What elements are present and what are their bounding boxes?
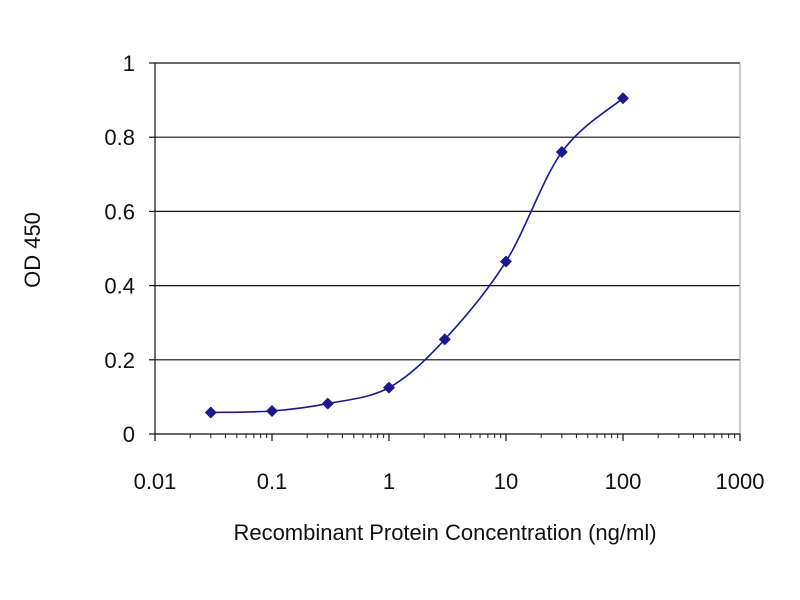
- x-tick-label: 0.1: [257, 469, 288, 494]
- x-axis-title: Recombinant Protein Concentration (ng/ml…: [233, 520, 656, 545]
- x-tick-label: 1: [383, 469, 395, 494]
- y-axis-title: OD 450: [20, 212, 45, 288]
- series-line: [210, 97, 624, 414]
- y-tick-label: 0: [123, 422, 135, 447]
- data-point: [438, 333, 451, 346]
- tick-labels: 0 0.2 0.4 0.6 0.8 1 0.01 0.1 1 10 100 1000: [104, 51, 764, 494]
- x-tick-label: 1000: [716, 469, 765, 494]
- data-point: [383, 381, 395, 394]
- data-point: [500, 255, 512, 268]
- x-tick-label: 100: [605, 469, 642, 494]
- data-point: [321, 397, 334, 410]
- data-point: [555, 146, 568, 159]
- series-group: [204, 92, 629, 419]
- x-tick-label: 10: [494, 469, 518, 494]
- y-tick-label: 0.2: [104, 348, 135, 373]
- data-point: [266, 404, 278, 417]
- data-point: [204, 406, 217, 419]
- y-tick-label: 0.6: [104, 199, 135, 224]
- x-tick-label: 0.01: [134, 469, 177, 494]
- y-tick-label: 1: [123, 51, 135, 76]
- y-tick-label: 0.4: [104, 274, 135, 299]
- y-tick-label: 0.8: [104, 125, 135, 150]
- axes: [149, 62, 741, 441]
- data-point: [617, 92, 629, 105]
- gridlines: [155, 62, 740, 361]
